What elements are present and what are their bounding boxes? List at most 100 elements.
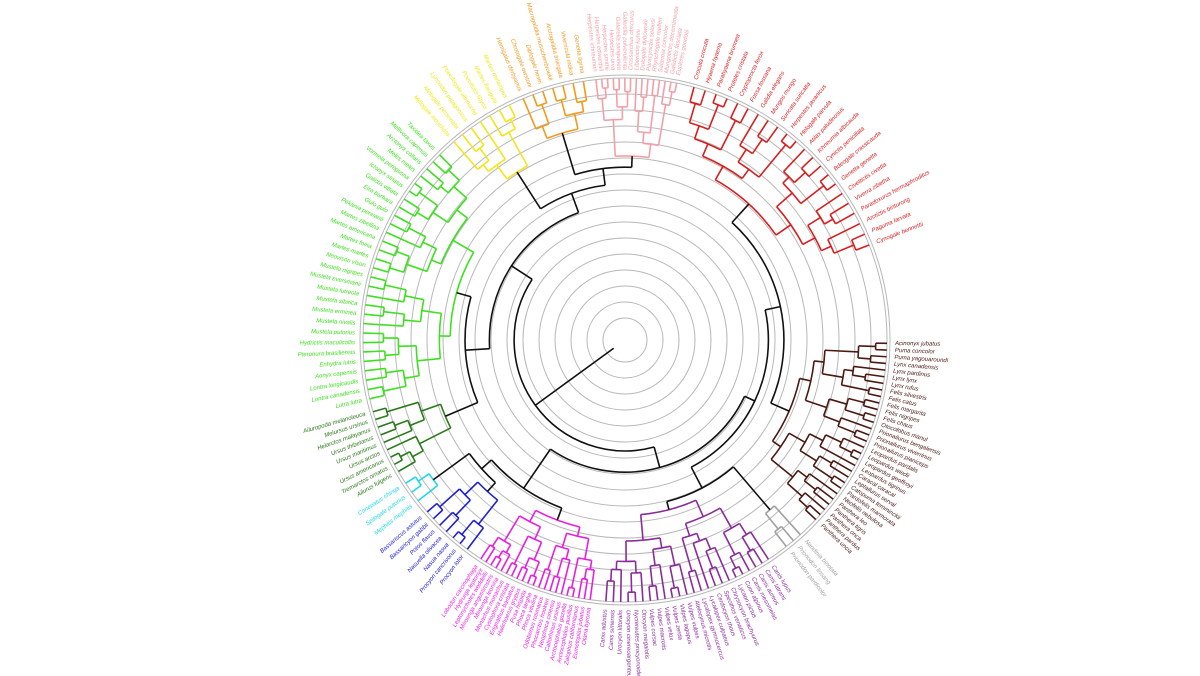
branch xyxy=(491,536,499,547)
branch xyxy=(529,510,537,523)
branch xyxy=(418,191,438,207)
branch xyxy=(652,549,656,566)
branch xyxy=(415,188,423,197)
species-label: Vulpes velox xyxy=(663,606,674,641)
branch xyxy=(524,557,531,569)
ring xyxy=(474,189,776,491)
branch xyxy=(375,414,389,421)
branch xyxy=(650,563,660,567)
species-label: Mustela erminea xyxy=(312,307,357,317)
species-label: Canis simensis xyxy=(609,610,617,651)
branch xyxy=(386,401,419,413)
branch xyxy=(397,460,416,473)
branch xyxy=(396,250,410,258)
branch xyxy=(508,104,516,118)
branch xyxy=(731,203,750,224)
branch xyxy=(677,587,681,597)
branch xyxy=(690,309,770,468)
branch xyxy=(780,140,791,149)
species-label: Canis adustus xyxy=(600,609,609,647)
branch xyxy=(604,87,607,99)
species-label: Dologale dybowskii xyxy=(640,19,649,71)
species-label: Genetta tigrina xyxy=(572,34,584,74)
branch xyxy=(570,557,579,588)
branch xyxy=(461,519,475,535)
species-label: Paracynictis selousi xyxy=(646,18,657,72)
branch xyxy=(648,144,652,158)
branch xyxy=(377,421,394,428)
branch xyxy=(573,113,579,130)
branch xyxy=(533,541,543,561)
ring xyxy=(538,253,712,427)
branch xyxy=(869,386,883,391)
branch xyxy=(660,80,667,105)
branch xyxy=(439,511,454,526)
branch xyxy=(609,569,613,582)
branch xyxy=(853,435,867,442)
branch xyxy=(844,368,854,372)
branch xyxy=(741,536,751,551)
branch xyxy=(714,165,724,181)
branch xyxy=(815,192,843,212)
branch xyxy=(729,551,740,558)
branch xyxy=(714,547,730,581)
branch xyxy=(389,223,408,233)
branch xyxy=(510,564,518,577)
branch xyxy=(404,295,424,301)
branch xyxy=(452,531,460,539)
branch xyxy=(428,473,439,486)
branch xyxy=(669,546,676,566)
species-label: Mustela sibirica xyxy=(316,296,358,308)
species-label: Herpestes smithii xyxy=(600,25,609,72)
branch xyxy=(862,418,874,424)
branch xyxy=(641,97,645,112)
branch xyxy=(549,395,746,473)
branch xyxy=(384,284,407,291)
branch xyxy=(383,350,387,360)
branch xyxy=(837,425,856,434)
branch xyxy=(509,119,517,130)
branch xyxy=(832,459,853,472)
branch xyxy=(639,514,644,541)
branch xyxy=(547,545,557,570)
branch xyxy=(690,466,703,489)
branch xyxy=(775,224,792,236)
branch xyxy=(780,133,788,142)
branch xyxy=(486,482,497,492)
branch xyxy=(375,257,392,265)
branch xyxy=(363,358,386,363)
branch xyxy=(705,538,712,550)
branch xyxy=(797,469,808,478)
branch xyxy=(522,98,537,130)
branch xyxy=(490,555,497,566)
branch xyxy=(807,224,823,252)
branch xyxy=(470,127,485,146)
ring xyxy=(378,93,872,587)
branch xyxy=(833,475,846,484)
branch xyxy=(776,192,793,208)
branch xyxy=(455,499,471,516)
branch xyxy=(417,484,439,502)
branch xyxy=(822,372,844,379)
branch xyxy=(419,299,425,322)
branch xyxy=(709,566,717,571)
branch xyxy=(780,525,795,542)
branch xyxy=(720,120,737,151)
branch xyxy=(541,104,550,125)
branch xyxy=(723,522,740,534)
branch xyxy=(466,527,485,550)
branch xyxy=(481,459,492,470)
branch xyxy=(409,418,425,427)
branch xyxy=(649,565,654,587)
branch xyxy=(475,144,485,152)
species-label: Puma yagouaroundi xyxy=(894,355,949,364)
branch xyxy=(448,169,460,182)
branch xyxy=(696,533,701,542)
species-label: Lutra lutra xyxy=(335,398,363,410)
branch xyxy=(612,119,617,157)
ring xyxy=(554,269,696,411)
branch xyxy=(715,566,724,584)
branch xyxy=(714,179,777,236)
branch xyxy=(829,465,849,478)
branch xyxy=(693,125,700,140)
